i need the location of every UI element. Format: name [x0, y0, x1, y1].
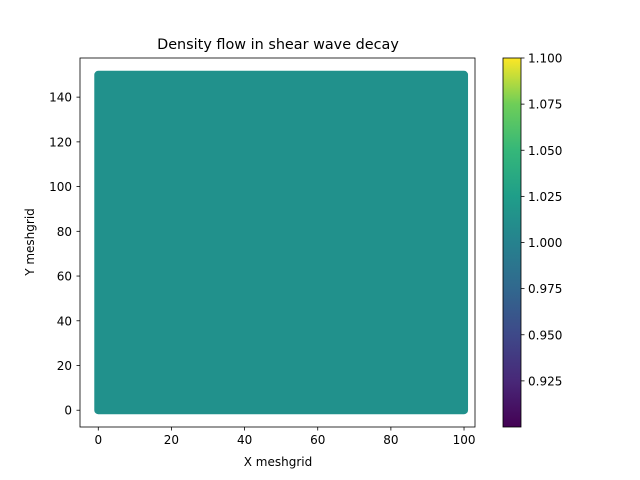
scatter-points-series-0: [94, 70, 469, 415]
y-tick-label: 20: [57, 359, 72, 373]
y-tick-label: 140: [49, 91, 72, 105]
scatter-layer: [94, 70, 469, 415]
colorbar-tick-label: 0.975: [528, 282, 562, 296]
plot-frame: [79, 57, 476, 428]
y-tick-label: 40: [57, 314, 72, 328]
colorbar-tick-label: 1.025: [528, 190, 562, 204]
x-tick-label: 60: [310, 433, 325, 447]
colorbar-tick-label: 1.050: [528, 144, 562, 158]
x-tick-label: 40: [237, 433, 252, 447]
x-axis: 0 20 40 60 80 100: [94, 427, 475, 447]
colorbar-tick-label: 1.000: [528, 236, 562, 250]
y-tick-label: 100: [49, 180, 72, 194]
colorbar-axis: 0.925 0.950 0.975 1.000 1.025 1.050 1.075 1.100: [521, 52, 562, 388]
colorbar-tick-label: 1.100: [528, 52, 562, 66]
x-tick-label: 80: [383, 433, 398, 447]
y-tick-label: 80: [57, 225, 72, 239]
colorbar-tick-label: 0.950: [528, 328, 562, 342]
colorbar: [503, 58, 521, 427]
y-tick-label: 60: [57, 270, 72, 284]
colorbar-tick-label: 0.925: [528, 374, 562, 388]
chart-title: Density flow in shear wave decay: [157, 37, 399, 53]
x-tick-label: 100: [453, 433, 476, 447]
x-axis-label: X meshgrid: [244, 455, 312, 469]
y-tick-label: 120: [49, 135, 72, 149]
colorbar-tick-label: 1.075: [528, 98, 562, 112]
y-tick-label: 0: [64, 404, 72, 418]
y-axis: 0 20 40 60 80 100 120 140: [49, 91, 80, 418]
y-axis-label: Y meshgrid: [23, 208, 37, 277]
x-tick-label: 0: [94, 433, 102, 447]
x-tick-label: 20: [164, 433, 179, 447]
